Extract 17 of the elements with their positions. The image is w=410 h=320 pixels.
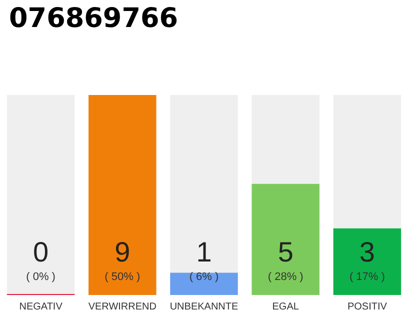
x-tick-label: UNBEKANNTE (170, 302, 238, 312)
annotation: ( 6% ) (189, 271, 219, 283)
data-label: 3 (359, 236, 375, 268)
bar (170, 272, 238, 295)
chart-title: 076869766 (9, 3, 178, 34)
data-label: 0 (33, 236, 49, 268)
data-label: 1 (196, 236, 212, 268)
x-tick-label: EGAL (272, 302, 300, 312)
x-tick-label: VERWIRREND (88, 302, 156, 312)
annotation: ( 50% ) (104, 271, 140, 283)
annotation: ( 17% ) (349, 271, 385, 283)
data-label: 9 (114, 236, 130, 268)
x-tick-label: NEGATIV (19, 302, 63, 312)
x-tick-label: POSITIV (347, 302, 388, 312)
annotation: ( 28% ) (268, 271, 304, 283)
annotation: ( 0% ) (26, 271, 56, 283)
data-label: 5 (278, 236, 294, 268)
